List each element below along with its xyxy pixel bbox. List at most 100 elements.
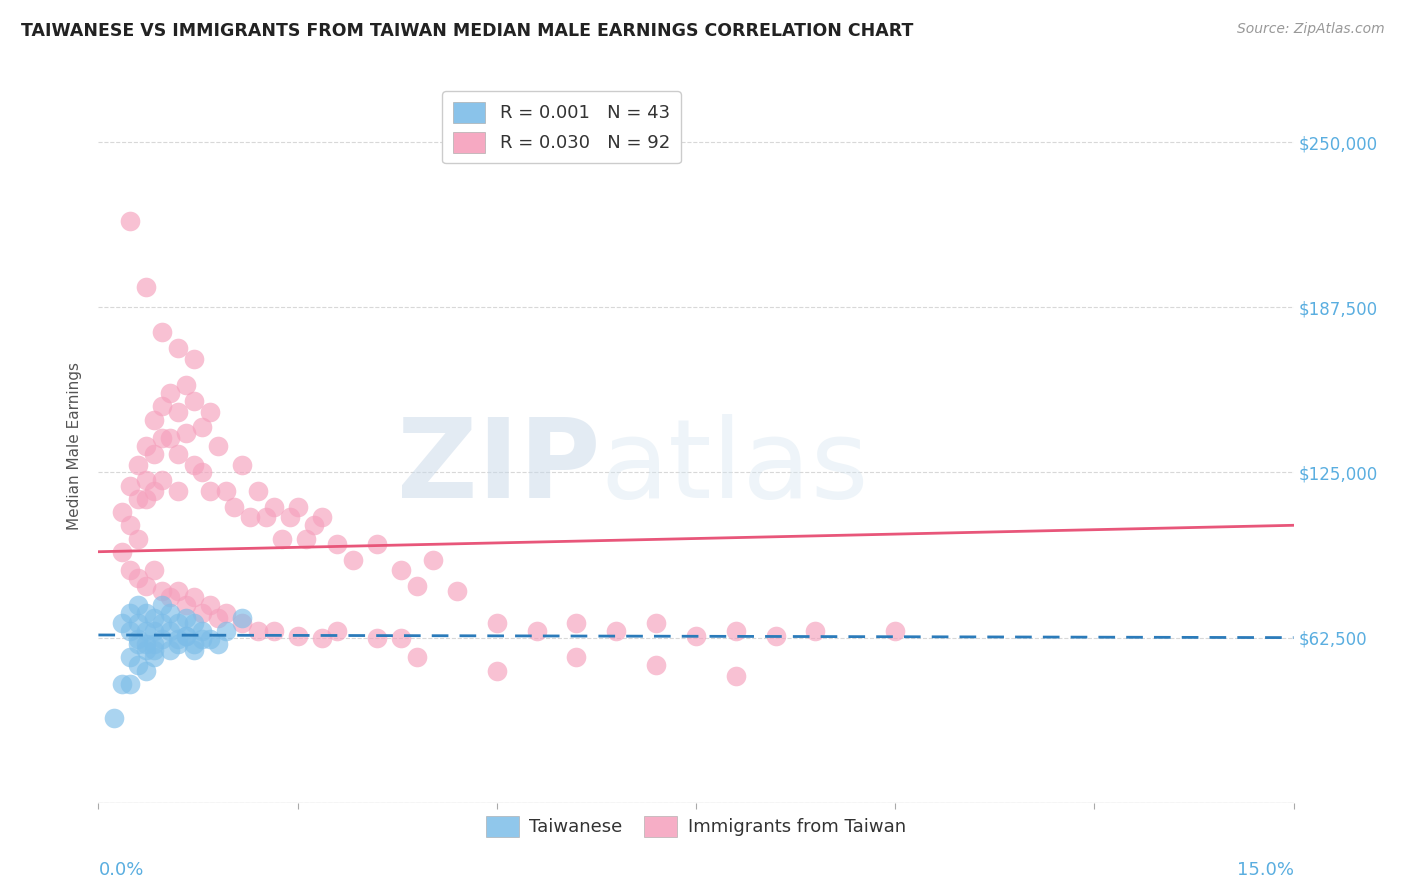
Point (167, 616, 190, 631)
Point (198, 483, 221, 498)
Point (127, 458, 149, 472)
Point (150, 584, 173, 599)
Point (645, 616, 668, 631)
Point (111, 677, 134, 691)
Point (135, 474, 157, 488)
Text: 15.0%: 15.0% (1236, 861, 1294, 879)
Point (326, 537, 349, 551)
Point (127, 598, 149, 612)
Point (120, 677, 142, 691)
Point (135, 606, 157, 620)
Point (159, 606, 181, 620)
Point (254, 510, 277, 524)
Point (159, 642, 181, 657)
Point (526, 624, 548, 638)
Point (263, 624, 285, 638)
Point (143, 483, 166, 498)
Legend: Taiwanese, Immigrants from Taiwan: Taiwanese, Immigrants from Taiwan (479, 808, 912, 844)
Point (127, 632, 149, 646)
Point (127, 532, 149, 546)
Point (191, 606, 214, 620)
Point (167, 584, 190, 599)
Point (406, 650, 429, 665)
Point (127, 491, 149, 506)
Point (159, 590, 181, 604)
Point (246, 624, 269, 638)
Point (135, 439, 157, 453)
Point (326, 624, 349, 638)
Point (366, 537, 388, 551)
Point (183, 394, 205, 409)
Point (207, 611, 229, 625)
Point (302, 518, 325, 533)
Point (183, 637, 205, 651)
Point (389, 631, 412, 645)
Point (191, 624, 214, 638)
Point (120, 624, 142, 638)
Point (111, 545, 134, 559)
Point (167, 632, 190, 646)
Point (150, 598, 173, 612)
Point (174, 611, 197, 625)
Point (239, 510, 262, 524)
Text: Source: ZipAtlas.com: Source: ZipAtlas.com (1237, 22, 1385, 37)
Point (143, 637, 166, 651)
Point (150, 632, 173, 646)
Point (135, 664, 157, 678)
Point (120, 478, 142, 492)
Point (143, 624, 166, 638)
Point (287, 629, 309, 643)
Point (135, 637, 157, 651)
Point (422, 552, 444, 566)
Point (183, 590, 205, 604)
Point (150, 616, 173, 631)
Point (183, 642, 205, 657)
Point (143, 412, 166, 426)
Point (605, 624, 627, 638)
Point (724, 624, 747, 638)
Point (127, 637, 149, 651)
Point (135, 579, 157, 593)
Point (294, 532, 316, 546)
Point (159, 386, 181, 401)
Point (645, 658, 668, 673)
Y-axis label: Median Male Earnings: Median Male Earnings (67, 362, 83, 530)
Point (311, 631, 333, 645)
Text: 0.0%: 0.0% (98, 861, 143, 879)
Point (159, 431, 181, 445)
Point (167, 341, 190, 355)
Point (765, 629, 787, 643)
Point (143, 447, 166, 461)
Point (174, 425, 197, 440)
Point (143, 642, 166, 657)
Text: atlas: atlas (600, 414, 869, 521)
Point (287, 500, 309, 514)
Point (270, 532, 292, 546)
Point (183, 351, 205, 366)
Point (191, 420, 214, 434)
Point (406, 579, 429, 593)
Point (485, 616, 508, 631)
Point (278, 510, 301, 524)
Point (167, 404, 190, 418)
Point (150, 400, 173, 414)
Point (127, 616, 149, 631)
Point (724, 669, 747, 683)
Point (120, 563, 142, 577)
Point (198, 598, 221, 612)
Point (191, 466, 214, 480)
Point (135, 624, 157, 638)
Point (389, 563, 412, 577)
Point (884, 624, 907, 638)
Point (167, 637, 190, 651)
Point (174, 378, 197, 392)
Point (565, 650, 588, 665)
Point (167, 483, 190, 498)
Point (804, 624, 827, 638)
Point (565, 616, 588, 631)
Point (311, 510, 333, 524)
Point (120, 518, 142, 533)
Point (135, 280, 157, 294)
Point (120, 606, 142, 620)
Point (366, 631, 388, 645)
